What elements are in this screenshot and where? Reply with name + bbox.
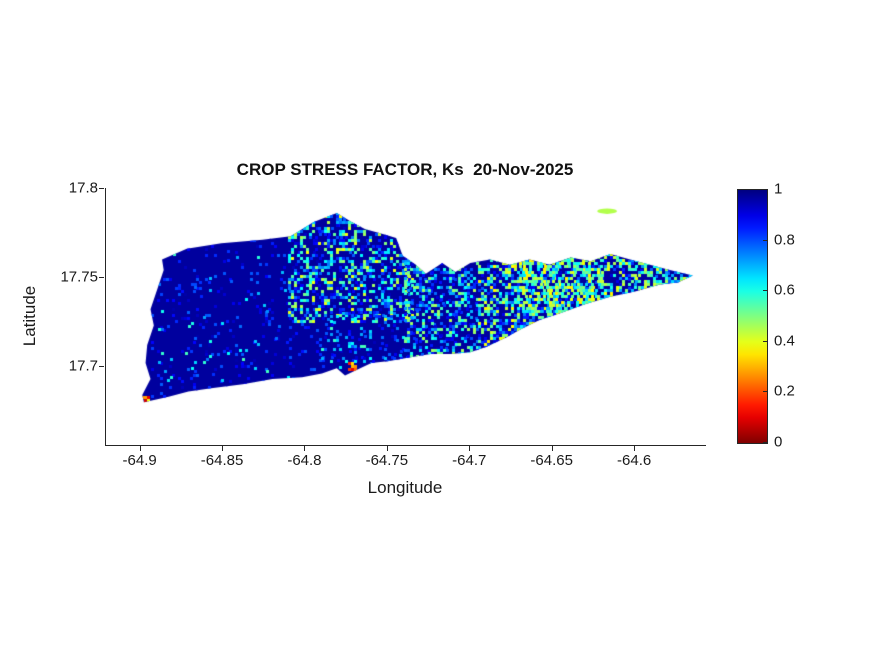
colorbar-tick-mark [763, 189, 767, 190]
chart-title: CROP STRESS FACTOR, Ks 20-Nov-2025 [236, 160, 574, 179]
x-tick-mark [551, 446, 553, 451]
x-tick-mark [222, 446, 224, 451]
colorbar-tick-label: 0.2 [774, 382, 795, 400]
colorbar-tick-label: 0 [774, 433, 783, 451]
x-tick-label: -64.85 [200, 452, 244, 469]
colorbar-gradient [738, 190, 767, 443]
y-tick-mark [99, 277, 104, 279]
y-axis-label: Latitude [20, 285, 39, 347]
colorbar-tick-mark [763, 442, 767, 443]
x-tick-label: -64.7 [452, 452, 487, 469]
y-tick-mark [99, 188, 104, 189]
colorbar-tick-mark [763, 239, 767, 241]
x-tick-mark [304, 446, 306, 451]
map-canvas [106, 188, 706, 445]
x-tick-label: -64.9 [122, 452, 157, 469]
colorbar-tick-label: 0.8 [774, 231, 795, 249]
x-tick-mark [139, 446, 141, 451]
x-tick-label: -64.65 [530, 452, 573, 469]
plot-area [105, 188, 706, 446]
y-tick-label: 17.8 [68, 179, 98, 197]
colorbar-tick-mark [763, 340, 767, 342]
colorbar [737, 189, 768, 444]
colorbar-tick-label: 0.4 [774, 332, 795, 350]
x-tick-label: -64.6 [617, 452, 652, 469]
x-tick-mark [634, 446, 636, 451]
colorbar-tick-label: 1 [774, 180, 783, 198]
x-tick-label: -64.75 [365, 452, 409, 469]
x-tick-mark [386, 446, 388, 451]
x-axis-label: Longitude [367, 478, 443, 497]
y-tick-label: 17.75 [60, 268, 98, 286]
x-tick-mark [469, 446, 471, 451]
colorbar-tick-mark [763, 290, 767, 292]
colorbar-tick-mark [763, 391, 767, 393]
colorbar-tick-label: 0.6 [774, 281, 795, 299]
x-tick-label: -64.8 [287, 452, 322, 469]
y-tick-label: 17.7 [68, 357, 98, 375]
y-tick-mark [99, 366, 104, 368]
